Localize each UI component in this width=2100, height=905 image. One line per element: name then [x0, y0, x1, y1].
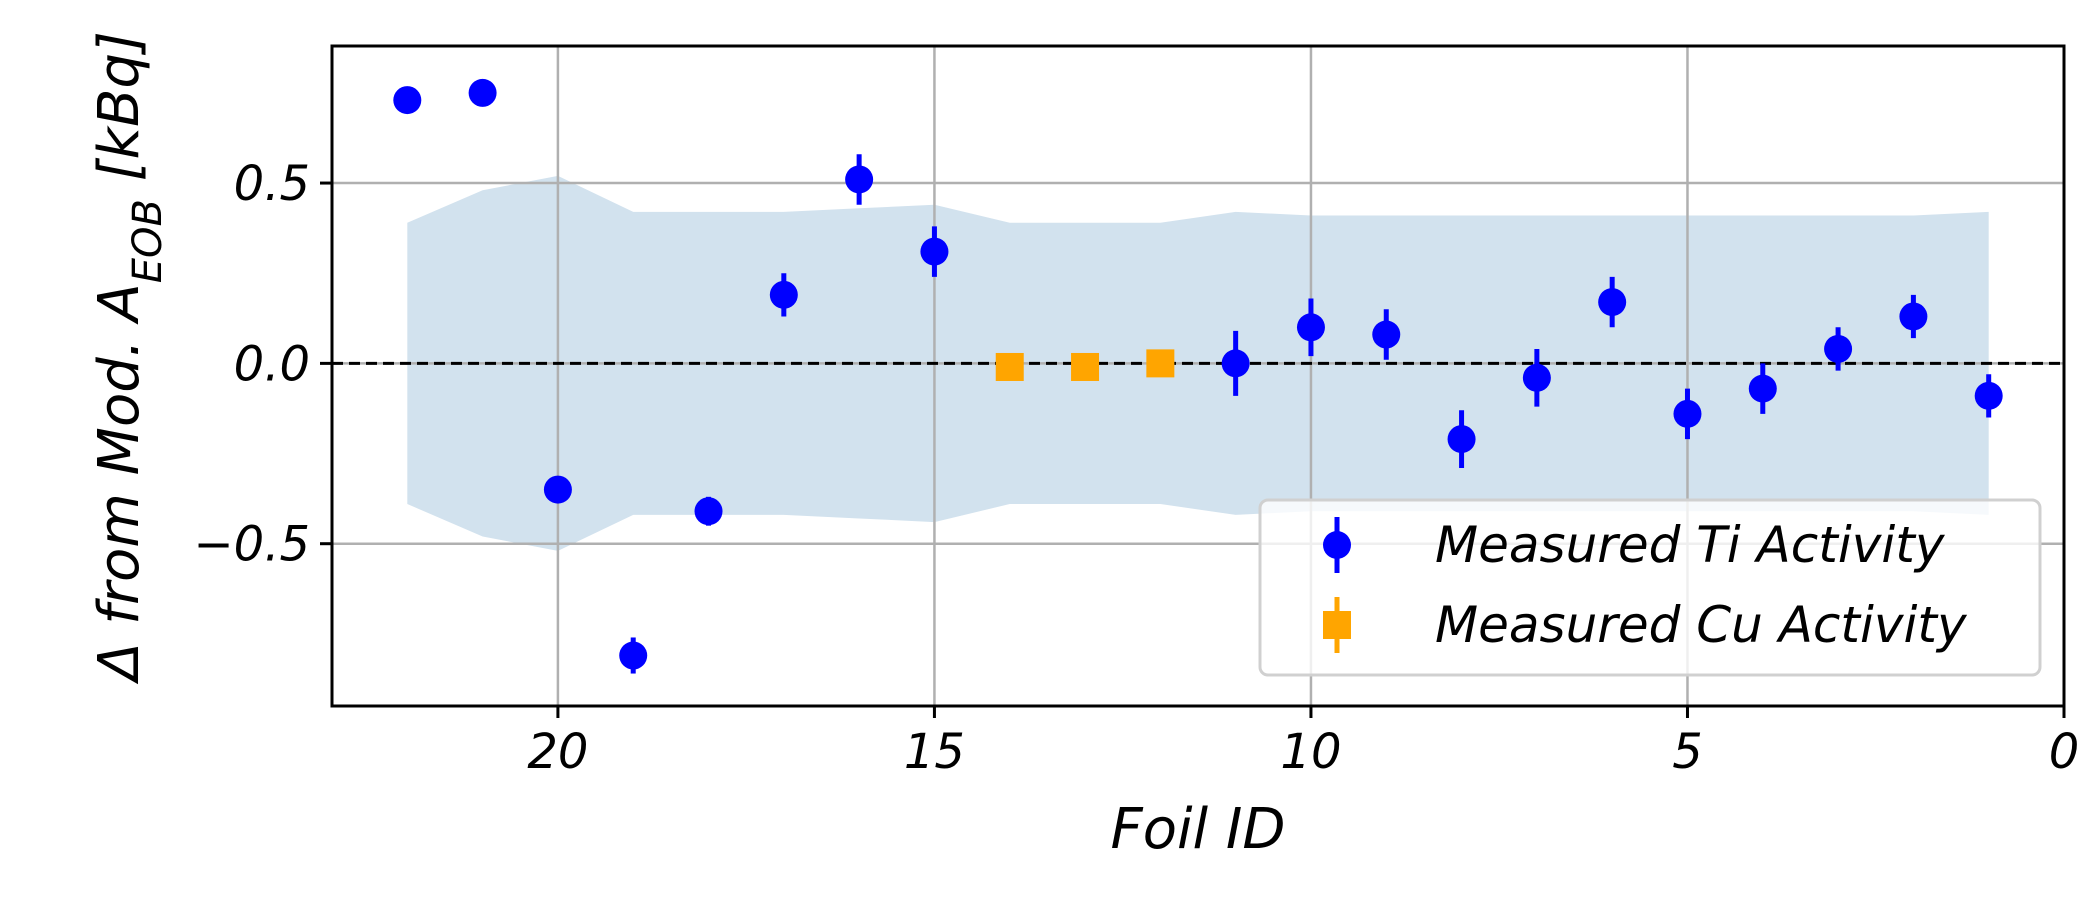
data-point-circle — [845, 165, 874, 194]
data-point-circle — [468, 78, 497, 107]
data-point-circle — [543, 475, 572, 504]
axes-layer — [330, 44, 2066, 708]
data-point-square — [1146, 349, 1175, 378]
y-axis-title-prefix: Δ from Mod. A — [87, 283, 152, 685]
legend-label: Measured Ti Activity — [1435, 516, 1946, 574]
x-tick-label: 15 — [904, 724, 965, 780]
x-tick-label: 10 — [1280, 724, 1341, 780]
y-tick-label: 0.5 — [234, 156, 310, 212]
y-tick-label: −0.5 — [193, 517, 310, 573]
data-point-circle — [769, 280, 798, 309]
data-point-circle — [1221, 349, 1250, 378]
data-point-circle — [1522, 363, 1551, 392]
data-marks-layer — [393, 78, 2003, 674]
data-point-circle — [393, 86, 422, 115]
data-point-circle — [1447, 425, 1476, 454]
legend-label: Measured Cu Activity — [1435, 596, 1968, 654]
y-axis-title-suffix: [kBq] — [87, 31, 152, 199]
x-axis-title: Foil ID — [1110, 797, 1285, 862]
y-tick-label: 0.0 — [234, 336, 310, 392]
data-point-circle — [1372, 320, 1401, 349]
data-point-circle — [1974, 381, 2003, 410]
data-point-circle — [619, 641, 648, 670]
data-point-circle — [1296, 313, 1325, 342]
data-point-circle — [694, 497, 723, 526]
data-point-circle — [1824, 334, 1853, 363]
data-point-circle — [1598, 288, 1627, 317]
x-tick-label: 20 — [527, 724, 588, 780]
data-point-square — [995, 352, 1024, 381]
data-point-circle — [920, 237, 949, 266]
data-point-circle — [1673, 399, 1702, 428]
data-point-square — [1071, 352, 1100, 381]
data-point-circle — [1899, 302, 1928, 331]
legend-entries: Measured Ti Activity Measured Cu Activity — [1323, 516, 1968, 654]
x-tick-label: 5 — [1672, 724, 1703, 780]
legend-marker-circle — [1323, 531, 1351, 559]
data-point-circle — [1748, 374, 1777, 403]
y-axis-title-subscript: EOB — [125, 199, 171, 283]
legend-marker-square — [1323, 611, 1351, 639]
legend: Measured Ti Activity Measured Cu Activity — [1258, 498, 2042, 677]
legend-box — [1258, 498, 2042, 677]
ticks-layer: 20 15 10 5 0 0.5 0.0 −0.5 — [193, 156, 2079, 780]
x-tick-label: 0 — [2049, 724, 2080, 780]
y-axis-title: Δ from Mod. AEOB [kBq] — [87, 31, 171, 685]
plot-frame — [330, 44, 2066, 708]
